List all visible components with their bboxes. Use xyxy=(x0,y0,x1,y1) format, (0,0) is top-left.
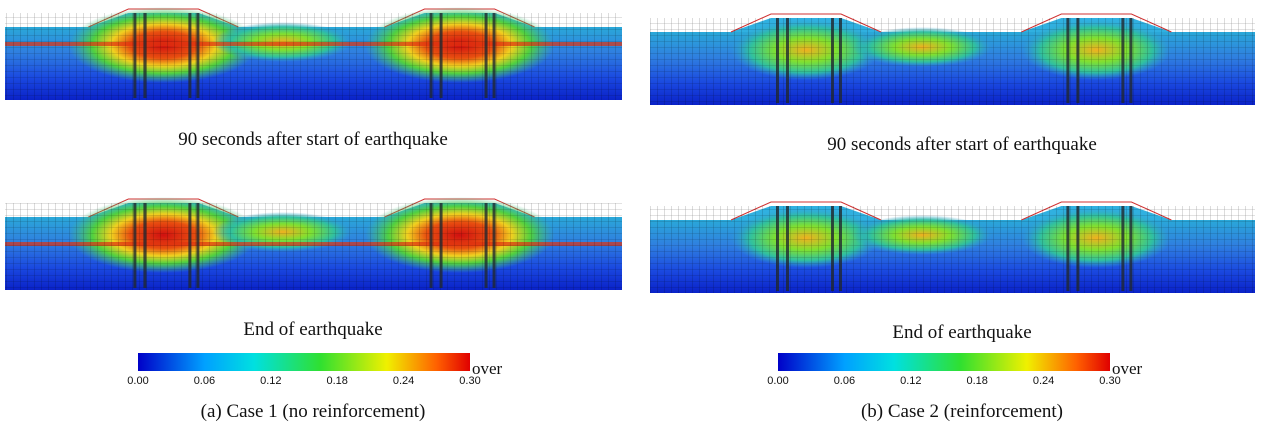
pile xyxy=(831,206,834,291)
pile xyxy=(1066,206,1070,291)
pile xyxy=(839,18,842,103)
pile xyxy=(1129,206,1133,291)
pile xyxy=(484,13,488,98)
pile xyxy=(492,203,496,288)
mesh xyxy=(650,206,1255,293)
pile xyxy=(776,206,779,291)
pile xyxy=(133,13,137,98)
pile xyxy=(1129,18,1133,103)
mesh xyxy=(650,18,1255,105)
simulation-image xyxy=(5,7,622,100)
pile xyxy=(1066,18,1070,103)
pile xyxy=(831,18,834,103)
pile xyxy=(188,203,192,288)
image-caption: End of earthquake xyxy=(892,322,1031,343)
pile xyxy=(786,18,789,103)
colorbar-over-label: over xyxy=(1112,359,1143,378)
simulation-image xyxy=(650,201,1255,293)
colorbar-tick-label: 0.00 xyxy=(127,375,148,387)
panel-caption: (a) Case 1 (no reinforcement) xyxy=(201,401,426,422)
pile xyxy=(1121,206,1125,291)
colorbar-tick-label: 0.12 xyxy=(260,375,281,387)
pile xyxy=(1121,18,1125,103)
image-caption: 90 seconds after start of earthquake xyxy=(178,129,448,150)
colorbar-tick-label: 0.00 xyxy=(767,375,788,387)
pile xyxy=(143,203,147,288)
colorbar-tick-label: 0.18 xyxy=(326,375,347,387)
pile xyxy=(1076,18,1080,103)
pile xyxy=(196,13,200,98)
pile xyxy=(484,203,488,288)
simulation-image xyxy=(5,197,622,290)
image-caption: 90 seconds after start of earthquake xyxy=(827,134,1097,155)
pile xyxy=(1076,206,1080,291)
mesh xyxy=(5,203,622,290)
colorbar-tick-label: 0.24 xyxy=(1033,375,1054,387)
pile xyxy=(839,206,842,291)
pile xyxy=(439,203,443,288)
colorbar-tick-label: 0.06 xyxy=(834,375,855,387)
pile xyxy=(492,13,496,98)
colorbar-tick-label: 0.30 xyxy=(459,375,480,387)
pile xyxy=(776,18,779,103)
colorbar-tick-label: 0.06 xyxy=(194,375,215,387)
mesh xyxy=(5,13,622,100)
panel-caption: (b) Case 2 (reinforcement) xyxy=(861,401,1063,422)
colorbar xyxy=(778,353,1110,371)
pile xyxy=(133,203,137,288)
colorbar-tick-label: 0.30 xyxy=(1099,375,1120,387)
pile xyxy=(196,203,200,288)
pile xyxy=(429,13,433,98)
pile xyxy=(143,13,147,98)
image-caption: End of earthquake xyxy=(243,319,382,340)
colorbar-tick-label: 0.18 xyxy=(966,375,987,387)
colorbar-tick-label: 0.12 xyxy=(900,375,921,387)
colorbar-over-label: over xyxy=(472,359,503,378)
pile xyxy=(786,206,789,291)
simulation-image xyxy=(650,13,1255,105)
pile xyxy=(439,13,443,98)
colorbar xyxy=(138,353,470,371)
pile xyxy=(188,13,192,98)
colorbar-tick-label: 0.24 xyxy=(393,375,414,387)
pile xyxy=(429,203,433,288)
